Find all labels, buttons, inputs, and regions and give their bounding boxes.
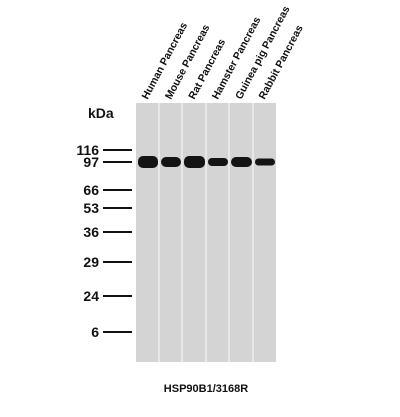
marker-label: 36 [83,224,99,240]
caption: HSP90B1/3168R [164,383,248,395]
band [138,156,158,168]
band [184,156,205,168]
marker-label: 116 [76,142,99,158]
band [208,158,228,166]
band [255,158,275,166]
unit-label: kDa [88,105,114,121]
band [161,157,181,167]
marker-label: 97 [83,154,99,170]
marker-label: 24 [83,288,99,304]
bands [138,156,275,168]
marker-label: 53 [83,200,99,216]
marker-label: 66 [83,182,99,198]
marker-label: 29 [83,254,99,270]
band [231,157,252,167]
marker-label: 6 [91,324,99,340]
lane-separators [158,103,254,362]
